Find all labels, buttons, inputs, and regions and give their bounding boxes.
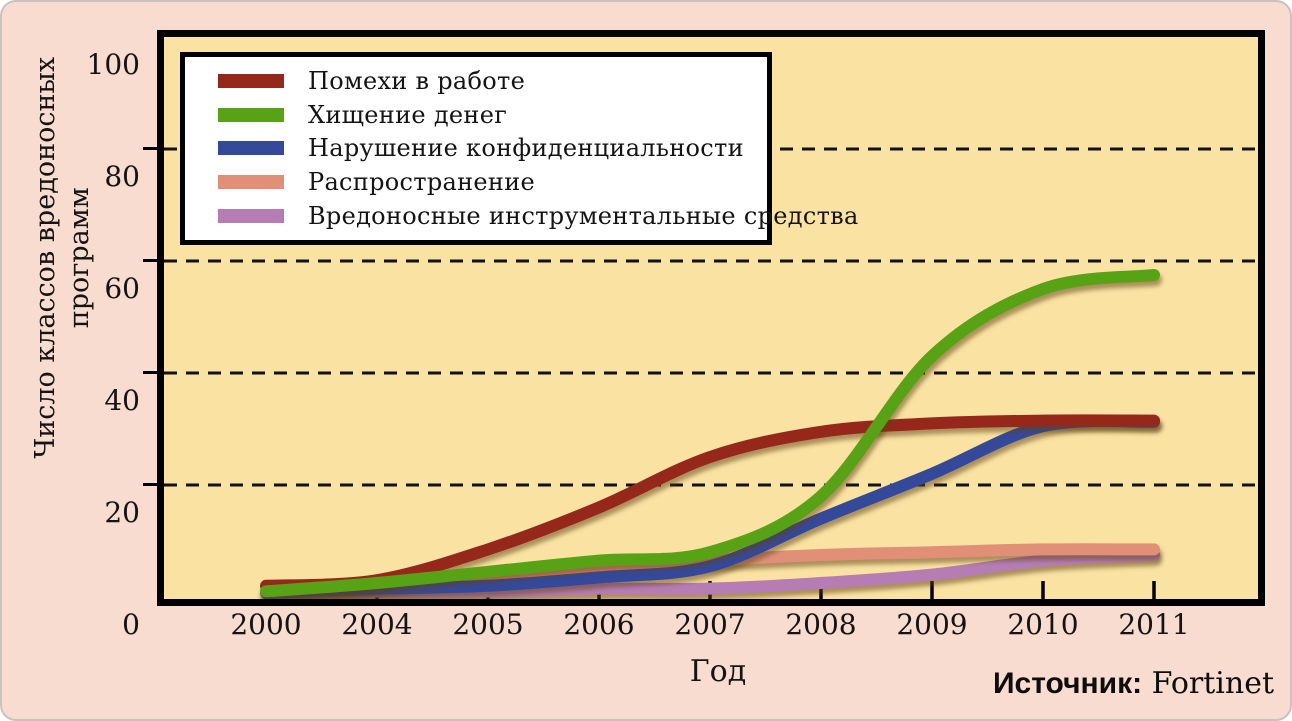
legend-swatch-icon [218, 73, 284, 88]
y-tick-label: 60 [104, 272, 140, 305]
y-tick-label: 80 [104, 160, 140, 193]
legend-swatch-icon [218, 175, 284, 190]
series-line-Помехи в работе [260, 414, 1160, 592]
legend-label: Нарушение конфиденциальности [308, 134, 744, 163]
legend-swatch-icon [218, 141, 284, 156]
x-tick-label: 2009 [896, 608, 968, 641]
y-tick-mark [143, 259, 157, 262]
x-tick-label: 2006 [563, 608, 635, 641]
series-line-Хищение денег [260, 269, 1160, 598]
legend-item: Хищение денег [218, 101, 757, 129]
y-tick-label: 100 [86, 48, 140, 81]
y-axis-tick-labels: 0 20 40 60 80 100 [2, 30, 140, 640]
legend-label: Распространение [308, 168, 535, 197]
chart-svg [164, 147, 1258, 599]
y-tick-mark [143, 371, 157, 374]
legend-label: Помехи в работе [308, 66, 526, 95]
x-axis-title: Год [689, 654, 747, 689]
legend-item: Помехи в работе [218, 67, 757, 95]
source-note: Источник: Fortinet [993, 666, 1274, 701]
x-tick-label: 2008 [785, 608, 857, 641]
x-tick-label: 2004 [341, 608, 413, 641]
x-tick-label: 2000 [230, 608, 302, 641]
x-tick-label: 2005 [452, 608, 524, 641]
x-tick-label: 2010 [1007, 608, 1079, 641]
x-tick-label: 2007 [674, 608, 746, 641]
legend-swatch-icon [218, 209, 284, 224]
source-label: Источник: [992, 667, 1143, 700]
y-tick-mark [143, 483, 157, 486]
legend-item: Нарушение конфиденциальности [218, 134, 757, 162]
x-tick-label: 2011 [1118, 608, 1190, 641]
source-value: Fortinet [1151, 666, 1274, 701]
legend-label: Вредоносные инструментальные средства [308, 202, 859, 231]
x-axis-tick-labels: 2000 2004 2005 2006 2007 2008 2009 2010 … [2, 608, 1290, 648]
legend-label: Хищение денег [308, 100, 508, 129]
legend-item: Распространение [218, 168, 757, 196]
chart-legend: Помехи в работе Хищение денег Нарушение … [180, 52, 858, 245]
y-tick-label: 0 [122, 608, 140, 641]
y-tick-label: 20 [104, 496, 140, 529]
series-line-Нарушение конфиденциальности [260, 414, 1160, 599]
legend-swatch-icon [218, 107, 284, 122]
y-tick-mark [143, 147, 157, 150]
y-tick-label: 40 [104, 384, 140, 417]
legend-item: Вредоносные инструментальные средства [218, 202, 858, 230]
